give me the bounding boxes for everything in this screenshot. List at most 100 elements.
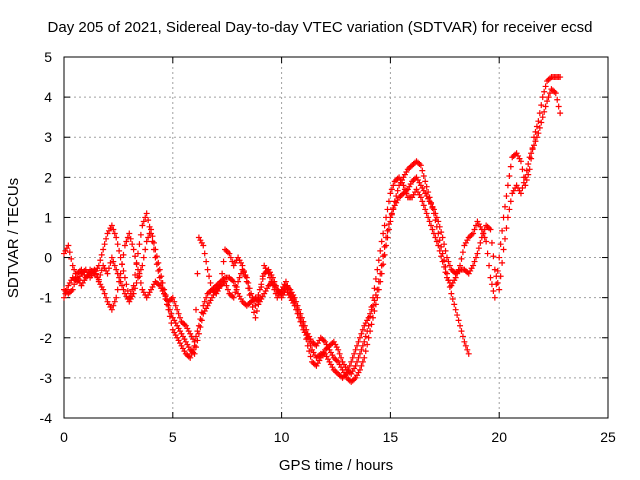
data-point xyxy=(385,198,392,205)
data-point xyxy=(459,333,466,340)
data-point xyxy=(422,178,429,185)
data-point xyxy=(243,278,250,285)
data-point xyxy=(255,301,262,308)
data-point xyxy=(158,279,165,286)
data-point xyxy=(541,88,548,95)
data-point xyxy=(156,266,163,273)
data-point xyxy=(504,182,511,189)
data-point xyxy=(71,266,78,273)
data-point xyxy=(207,279,214,286)
data-point xyxy=(140,254,147,261)
data-point xyxy=(346,362,353,369)
data-point xyxy=(383,214,390,221)
data-point xyxy=(119,282,126,289)
data-point xyxy=(359,342,366,349)
data-point xyxy=(291,298,298,305)
data-point xyxy=(480,230,487,237)
data-point xyxy=(552,90,559,97)
data-point xyxy=(528,155,535,162)
data-point xyxy=(377,270,384,277)
data-point xyxy=(161,290,168,297)
data-point xyxy=(494,279,501,286)
data-point xyxy=(487,274,494,281)
data-point xyxy=(422,206,429,213)
data-point xyxy=(139,262,146,269)
data-point xyxy=(464,346,471,353)
data-point xyxy=(423,183,430,190)
data-point xyxy=(354,358,361,365)
data-point xyxy=(171,298,178,305)
data-point xyxy=(355,354,362,361)
data-point xyxy=(375,278,382,285)
data-point xyxy=(381,251,388,258)
data-point xyxy=(390,182,397,189)
data-point xyxy=(539,114,546,121)
data-point xyxy=(506,172,513,179)
data-point xyxy=(130,246,137,253)
data-point xyxy=(555,103,562,110)
data-point xyxy=(419,167,426,174)
data-point xyxy=(304,342,311,349)
data-point xyxy=(143,238,150,245)
data-point xyxy=(435,242,442,249)
data-point xyxy=(471,258,478,265)
data-point xyxy=(219,270,226,277)
data-point xyxy=(61,294,67,301)
data-point xyxy=(506,206,513,213)
data-point xyxy=(388,186,395,193)
data-point xyxy=(439,258,446,265)
data-point xyxy=(429,226,436,233)
data-point xyxy=(531,134,538,141)
data-point xyxy=(111,298,118,305)
data-point xyxy=(525,160,532,167)
data-point xyxy=(533,123,540,130)
data-point xyxy=(446,262,453,269)
data-point xyxy=(338,354,345,361)
data-point xyxy=(65,242,72,249)
data-point xyxy=(143,210,150,217)
data-point xyxy=(536,124,543,131)
data-point xyxy=(517,190,524,197)
data-point xyxy=(239,262,246,269)
data-point xyxy=(430,206,437,213)
data-point xyxy=(223,282,230,289)
data-point xyxy=(224,286,231,293)
data-point xyxy=(113,234,120,241)
data-point xyxy=(282,278,289,285)
data-point xyxy=(462,342,469,349)
data-point xyxy=(139,222,146,229)
data-point xyxy=(103,294,110,301)
data-point xyxy=(544,98,551,105)
data-point xyxy=(356,334,363,341)
data-point xyxy=(116,247,123,254)
data-point xyxy=(472,222,479,229)
data-point xyxy=(352,362,359,369)
data-point xyxy=(546,90,553,97)
x-tick-label: 15 xyxy=(383,429,399,445)
data-point xyxy=(394,187,401,194)
data-point xyxy=(457,262,464,269)
data-point xyxy=(335,346,342,353)
data-point xyxy=(435,218,442,225)
data-point xyxy=(126,294,133,301)
data-point xyxy=(378,262,385,269)
data-point xyxy=(470,230,477,237)
data-point xyxy=(69,262,76,269)
data-point xyxy=(486,262,493,269)
data-point xyxy=(123,281,130,288)
data-point xyxy=(153,261,160,268)
data-point xyxy=(253,308,260,315)
data-point xyxy=(436,223,443,230)
data-point xyxy=(203,258,210,265)
y-axis-title: SDTVAR / TECUs xyxy=(5,178,22,298)
data-point xyxy=(417,194,424,201)
data-point xyxy=(134,266,141,273)
data-point xyxy=(371,285,378,292)
data-point xyxy=(240,267,247,274)
data-point xyxy=(383,242,390,249)
data-point xyxy=(459,249,466,256)
data-point xyxy=(201,250,208,257)
data-point xyxy=(371,308,378,315)
data-point xyxy=(194,328,201,335)
data-point xyxy=(249,304,256,311)
